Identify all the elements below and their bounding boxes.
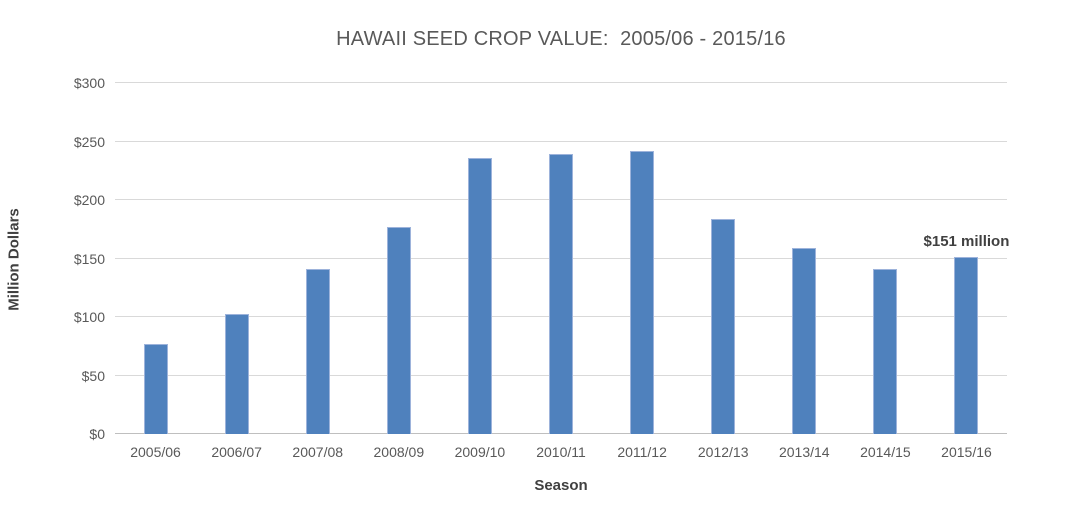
x-tick-label: 2005/06: [130, 444, 181, 460]
x-tick-label: 2013/14: [778, 444, 830, 460]
x-tick-label: 2008/09: [373, 444, 425, 460]
gridline: [115, 82, 1007, 83]
x-tick-label: 2015/16: [941, 444, 992, 460]
y-axis-tick-labels: $0 $50 $100 $150 $200 $250 $300: [0, 76, 105, 441]
bar-2012/13: [711, 218, 736, 434]
bar-2009/10: [467, 157, 492, 434]
bar-slot: [115, 83, 196, 434]
bar-2005/06: [143, 343, 168, 434]
bar-slot: [926, 83, 1007, 434]
plot-area: $151 million: [115, 82, 1010, 434]
bar-value-annotation: $151 million: [923, 233, 1010, 251]
bar-slot: [683, 83, 764, 434]
bar-2013/14: [792, 247, 817, 434]
y-tick-label: $150: [73, 250, 105, 267]
bar-slot: [439, 83, 520, 434]
x-tick-label: 2010/11: [536, 444, 586, 460]
gridline: [115, 140, 1007, 142]
bar-2010/11: [549, 154, 574, 434]
bar-2011/12: [630, 150, 655, 434]
bar-2007/08: [305, 269, 330, 434]
y-tick-label: $250: [73, 133, 105, 150]
bar-2015/16: [954, 257, 979, 434]
bar-slot: [277, 83, 358, 434]
x-tick-label: 2006/07: [211, 444, 262, 460]
x-tick-label: 2007/08: [292, 444, 344, 460]
y-tick-label: $100: [73, 309, 105, 325]
x-tick-label: 2014/15: [860, 444, 911, 460]
x-tick-label: 2011/12: [617, 444, 667, 460]
bar-slot: [520, 83, 601, 434]
bar-slot: [764, 83, 845, 434]
y-tick-label: $0: [89, 426, 105, 442]
y-tick-label: $50: [81, 367, 105, 384]
chart-title: HAWAII SEED CROP VALUE: 2005/06 - 2015/1…: [336, 28, 786, 50]
bar-series: [115, 83, 1007, 434]
x-tick-label: 2009/10: [454, 444, 506, 460]
x-axis-tick-labels: 2005/06 2006/07 2007/08 2008/09 2009/10 2010/…: [115, 444, 1007, 460]
bar-2006/07: [224, 313, 249, 434]
bar-slot: [196, 83, 277, 434]
bar-slot: [358, 83, 439, 434]
x-tick-label: 2012/13: [697, 444, 749, 460]
bar-2008/09: [386, 226, 411, 434]
bar-2014/15: [873, 269, 898, 434]
x-axis-title: Season: [534, 477, 588, 494]
y-tick-label: $300: [73, 75, 105, 91]
bar-slot: [602, 83, 683, 434]
bar-slot: [845, 83, 926, 434]
y-tick-label: $200: [73, 192, 105, 208]
